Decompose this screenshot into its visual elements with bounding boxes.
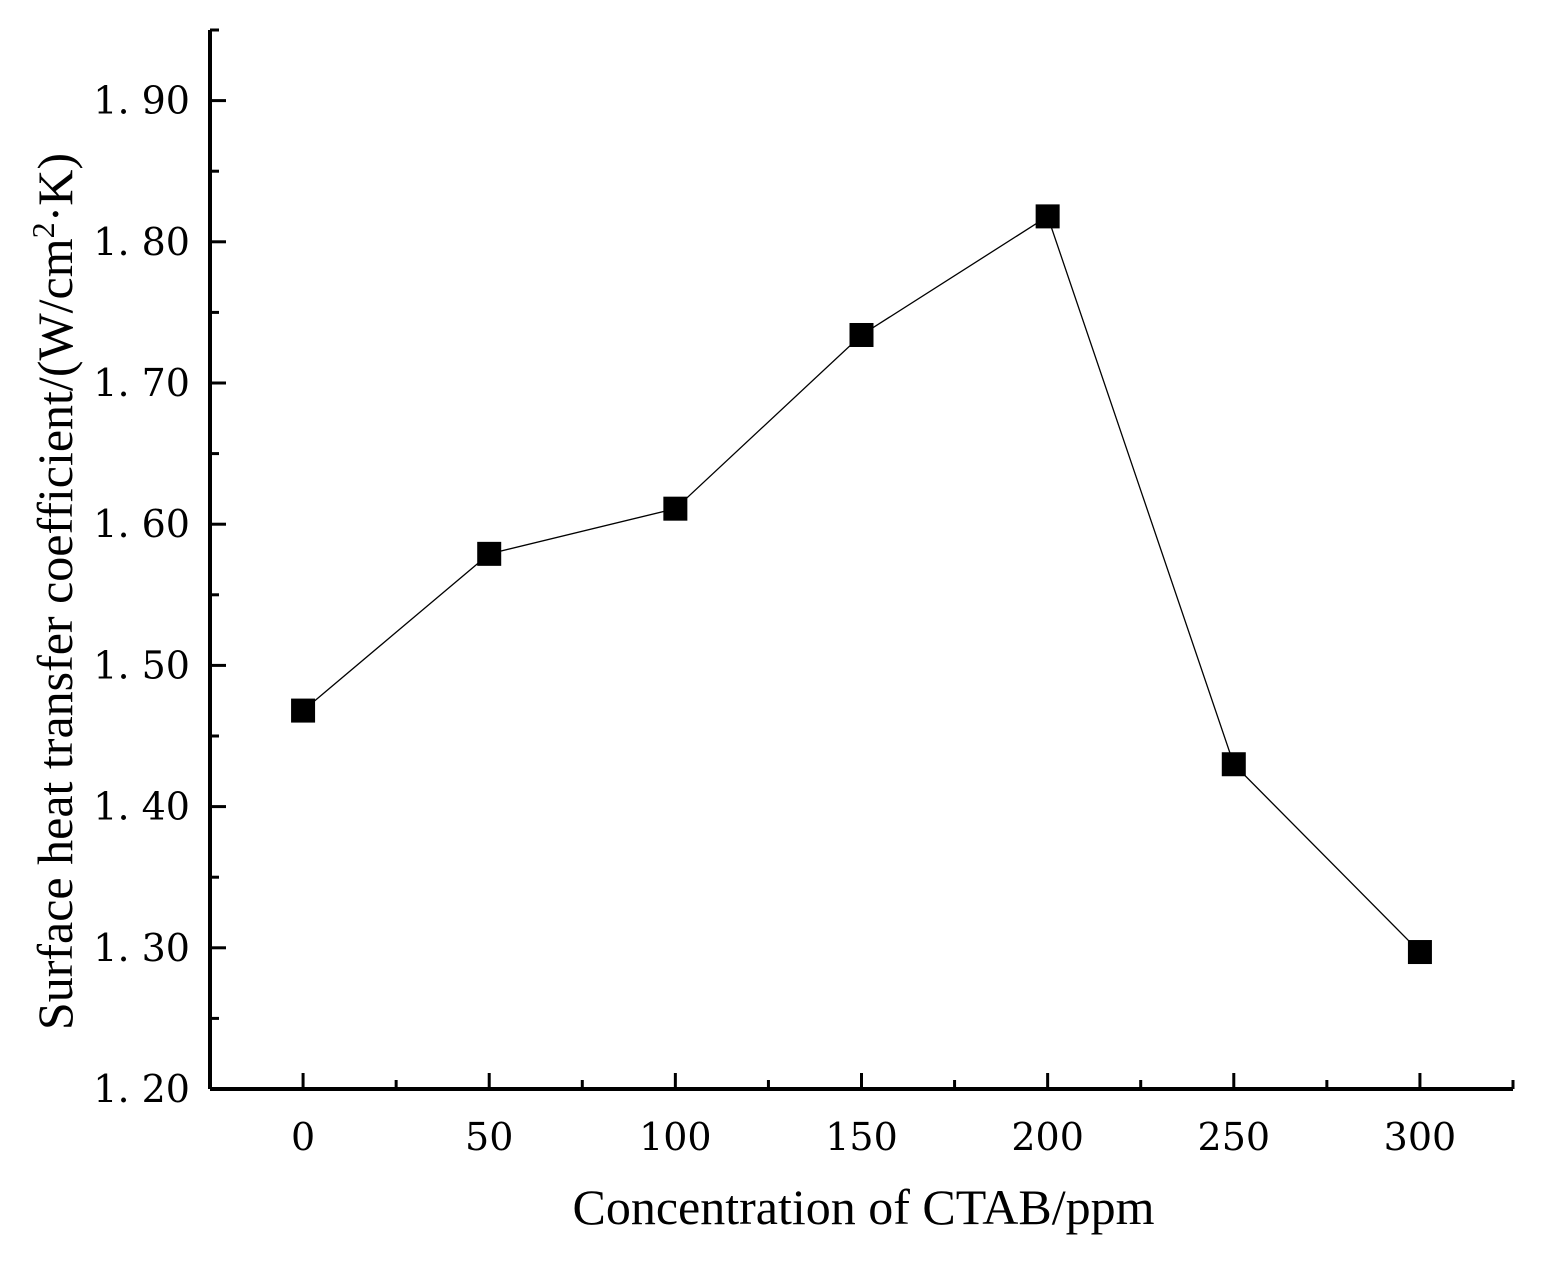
data-point-marker [291,698,316,723]
data-point-marker [477,541,502,566]
x-tick-label: 150 [825,1115,898,1159]
y-tick-label: 1. 70 [93,361,190,405]
x-tick-label: 250 [1198,1115,1271,1159]
y-axis-title-main: Surface heat transfer coefficient/(W/cm [27,238,83,1030]
data-point-marker [849,322,874,347]
ticks [210,28,1515,1091]
tick-labels: 0 50 100 150 200 250 300 1. 20 1. 30 1. 40 1. 50 1.… [93,79,1456,1159]
plot-area [291,204,1432,965]
y-tick-label: 1. 50 [93,643,190,687]
y-axis-title-superscript: 2 [25,222,61,238]
data-point-marker [1407,940,1432,965]
axes [208,30,1513,1091]
y-tick-label: 1. 20 [93,1067,190,1111]
y-tick-label: 1. 30 [93,926,190,970]
x-tick-label: 300 [1384,1115,1457,1159]
y-tick-label: 1. 80 [93,220,190,264]
x-tick-label: 100 [639,1115,712,1159]
y-tick-label: 1. 90 [93,79,190,123]
y-axis-title-tail: ·K) [27,153,83,222]
y-tick-label: 1. 40 [93,785,190,829]
x-axis-title: Concentration of CTAB/ppm [572,1179,1154,1235]
x-tick-label: 0 [291,1115,315,1159]
data-point-marker [1035,204,1060,229]
x-tick-label: 50 [465,1115,513,1159]
data-point-marker [1221,752,1246,777]
x-tick-label: 200 [1011,1115,1084,1159]
y-axis-title: Surface heat transfer coefficient/(W/cm2… [25,153,83,1030]
data-point-marker [663,496,688,521]
y-tick-label: 1. 60 [93,502,190,546]
